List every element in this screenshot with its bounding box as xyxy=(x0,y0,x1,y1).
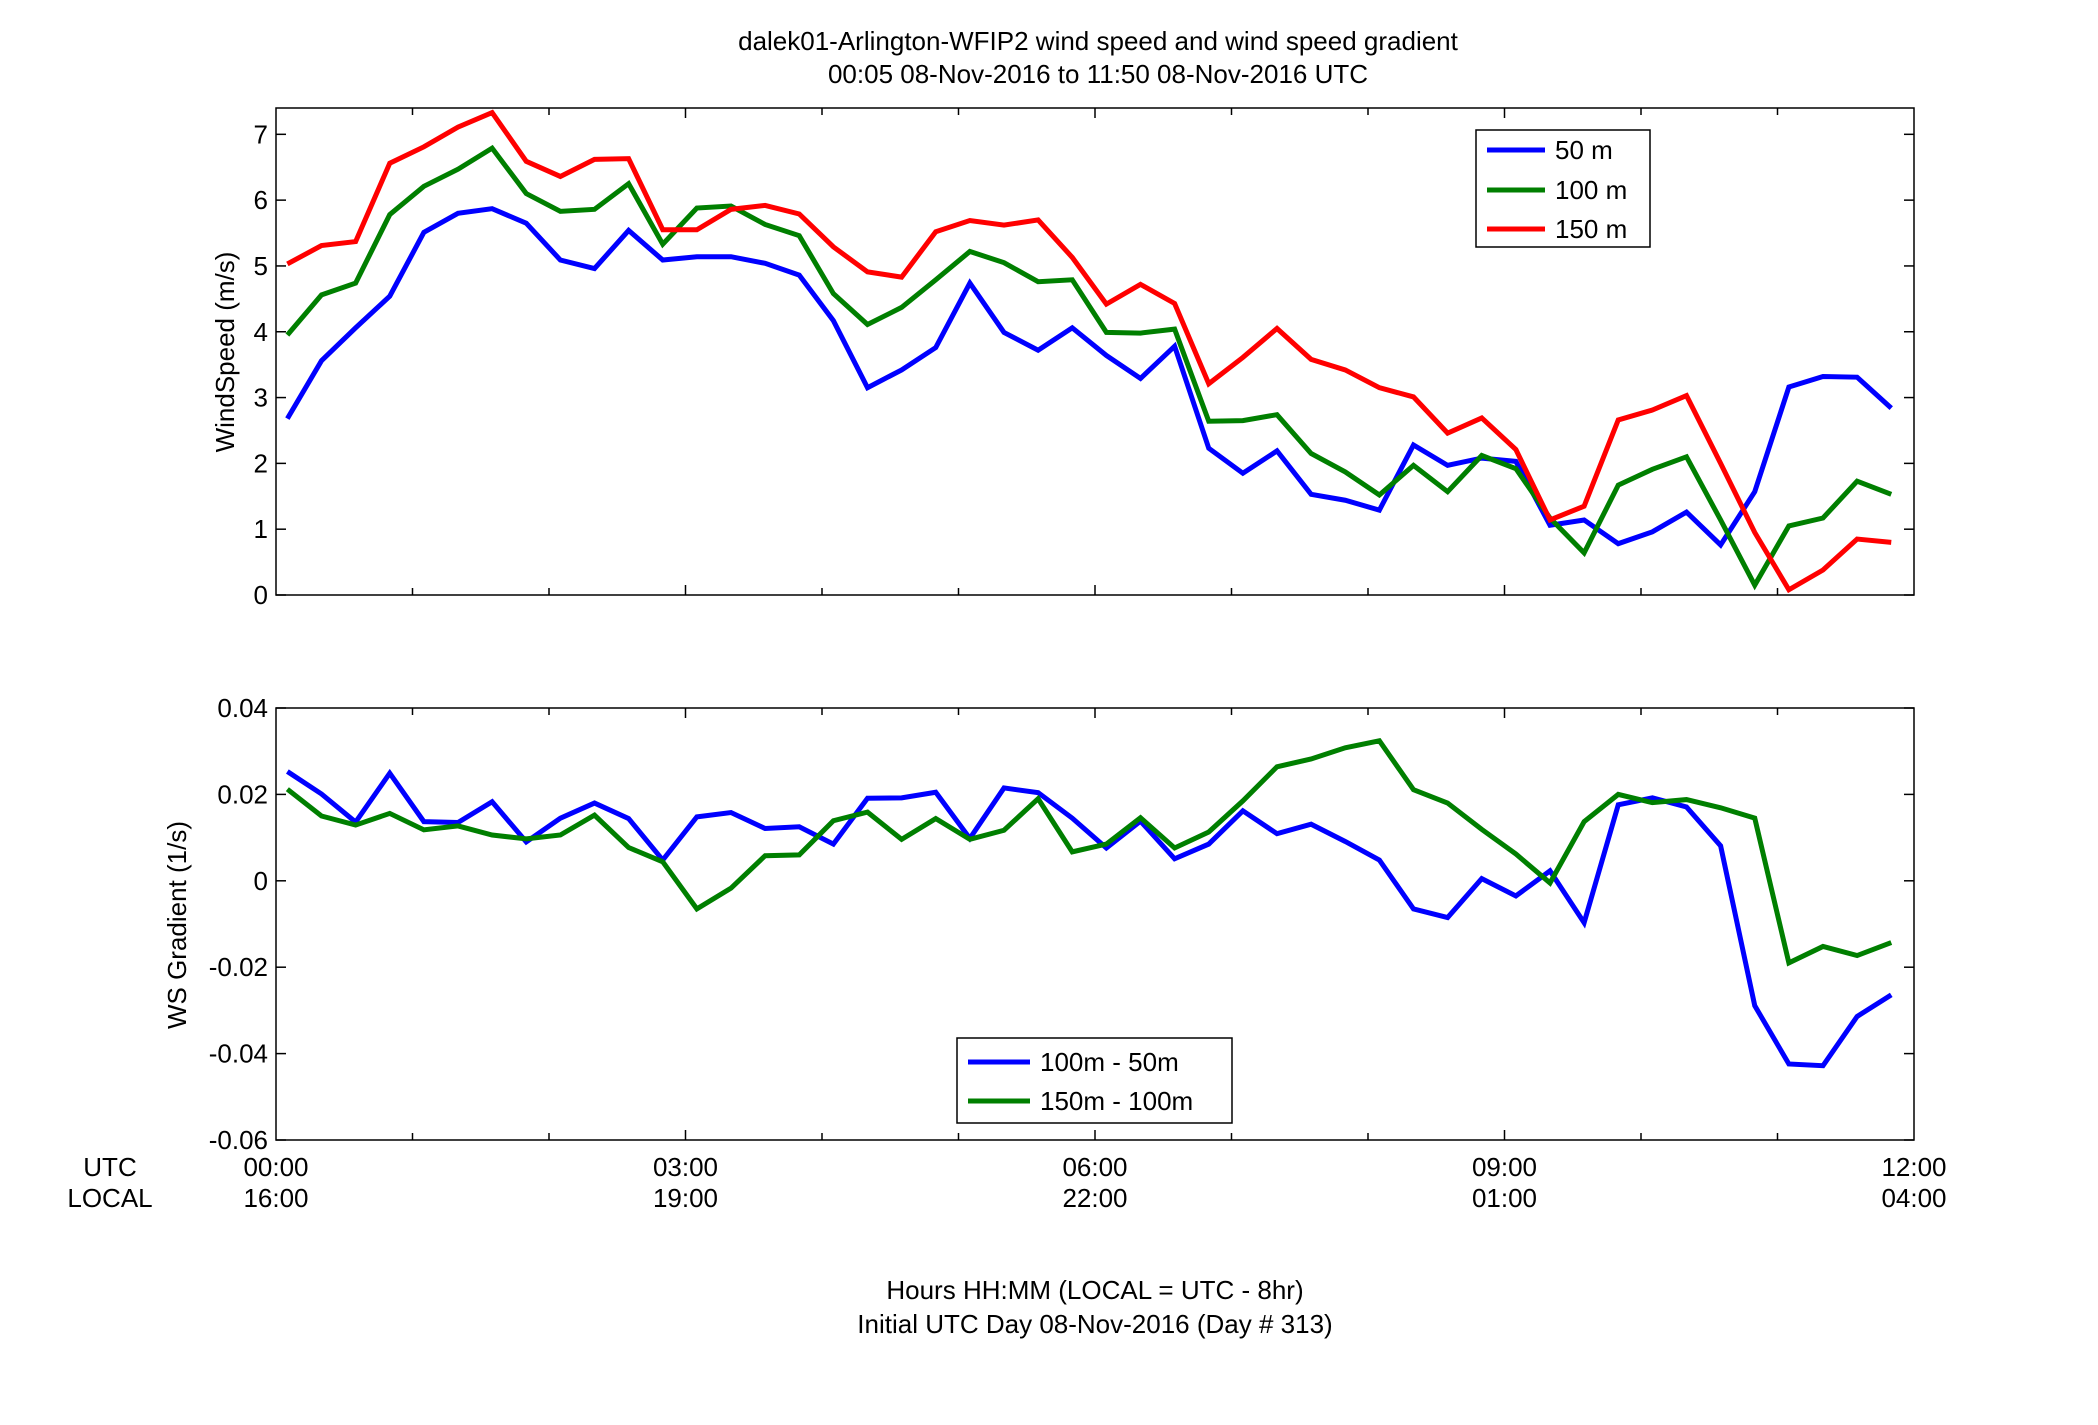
wind-speed-y-axis-label: WindSpeed (m/s) xyxy=(210,252,240,453)
utc-tick-label: 03:00 xyxy=(653,1152,718,1182)
series-line-100m-50m xyxy=(285,768,1893,1069)
gradient-panel: -0.06 -0.04 -0.02 0 0.02 0.04 WS Gradient (1/… xyxy=(162,693,1915,1155)
local-tick-label: 04:00 xyxy=(1881,1183,1946,1213)
series-line-150-m xyxy=(286,109,1892,594)
gradient-y-tick-label: -0.06 xyxy=(209,1125,268,1155)
utc-tick-label: 09:00 xyxy=(1472,1152,1537,1182)
wind-speed-y-tick-label: 4 xyxy=(254,317,268,347)
utc-tick-label: 00:00 xyxy=(243,1152,308,1182)
gradient-legend-box xyxy=(956,1037,1233,1124)
gradient-y-tick-label: -0.02 xyxy=(209,952,268,982)
x-axis-initial-day: Initial UTC Day 08-Nov-2016 (Day # 313) xyxy=(857,1309,1332,1339)
gradient-series-lines xyxy=(285,738,1893,1069)
chart-title: dalek01-Arlington-WFIP2 wind speed and w… xyxy=(738,26,1459,56)
gradient-y-tick-label: -0.04 xyxy=(209,1039,268,1069)
gradient-y-axis-label: WS Gradient (1/s) xyxy=(162,821,192,1029)
legend-label-100m: 100 m xyxy=(1555,175,1627,205)
wind-speed-series-lines xyxy=(285,109,1893,594)
gradient-y-tick-label: 0.02 xyxy=(217,779,268,809)
gradient-y-tick-label: 0.04 xyxy=(217,693,268,723)
gradient-legend: 100m - 50m 150m - 100m xyxy=(956,1037,1233,1124)
wind-speed-y-tick-label: 1 xyxy=(254,514,268,544)
wind-speed-y-ticks: 0 1 2 3 4 5 6 7 xyxy=(254,119,1914,610)
legend-label-50m: 50 m xyxy=(1555,135,1613,165)
utc-tick-label: 12:00 xyxy=(1881,1152,1946,1182)
legend-label-150m: 150 m xyxy=(1555,214,1627,244)
series-line-100-m xyxy=(285,144,1893,591)
local-tick-label: 19:00 xyxy=(653,1183,718,1213)
local-row-label: LOCAL xyxy=(67,1183,152,1213)
utc-row-label: UTC xyxy=(83,1152,136,1182)
gradient-x-ticks xyxy=(411,708,1779,1140)
gradient-y-tick-label: 0 xyxy=(254,866,268,896)
wind-speed-y-tick-label: 6 xyxy=(254,185,268,215)
series-line-50-m xyxy=(285,206,1893,549)
wind-speed-panel: 0 1 2 3 4 5 6 7 WindSpeed (m/s) 50 m 100 m 150 … xyxy=(210,107,1915,610)
local-tick-label: 16:00 xyxy=(243,1183,308,1213)
wind-speed-y-tick-label: 0 xyxy=(254,580,268,610)
x-axis-caption: Hours HH:MM (LOCAL = UTC - 8hr) xyxy=(886,1275,1303,1305)
wind-speed-y-tick-label: 5 xyxy=(254,251,268,281)
series-line-150m-100m xyxy=(285,738,1893,967)
wind-speed-legend: 50 m 100 m 150 m xyxy=(1475,129,1651,248)
gradient-y-ticks: -0.06 -0.04 -0.02 0 0.02 0.04 xyxy=(209,693,1914,1155)
wind-speed-x-ticks xyxy=(411,108,1779,595)
legend-label-150m-100m: 150m - 100m xyxy=(1040,1086,1193,1116)
wind-speed-y-tick-label: 2 xyxy=(254,448,268,478)
local-tick-label: 22:00 xyxy=(1062,1183,1127,1213)
legend-label-100m-50m: 100m - 50m xyxy=(1040,1047,1179,1077)
wind-speed-y-tick-label: 3 xyxy=(254,383,268,413)
local-tick-label: 01:00 xyxy=(1472,1183,1537,1213)
utc-tick-label: 06:00 xyxy=(1062,1152,1127,1182)
chart-subtitle: 00:05 08-Nov-2016 to 11:50 08-Nov-2016 U… xyxy=(828,59,1368,89)
wind-speed-y-tick-label: 7 xyxy=(254,119,268,149)
